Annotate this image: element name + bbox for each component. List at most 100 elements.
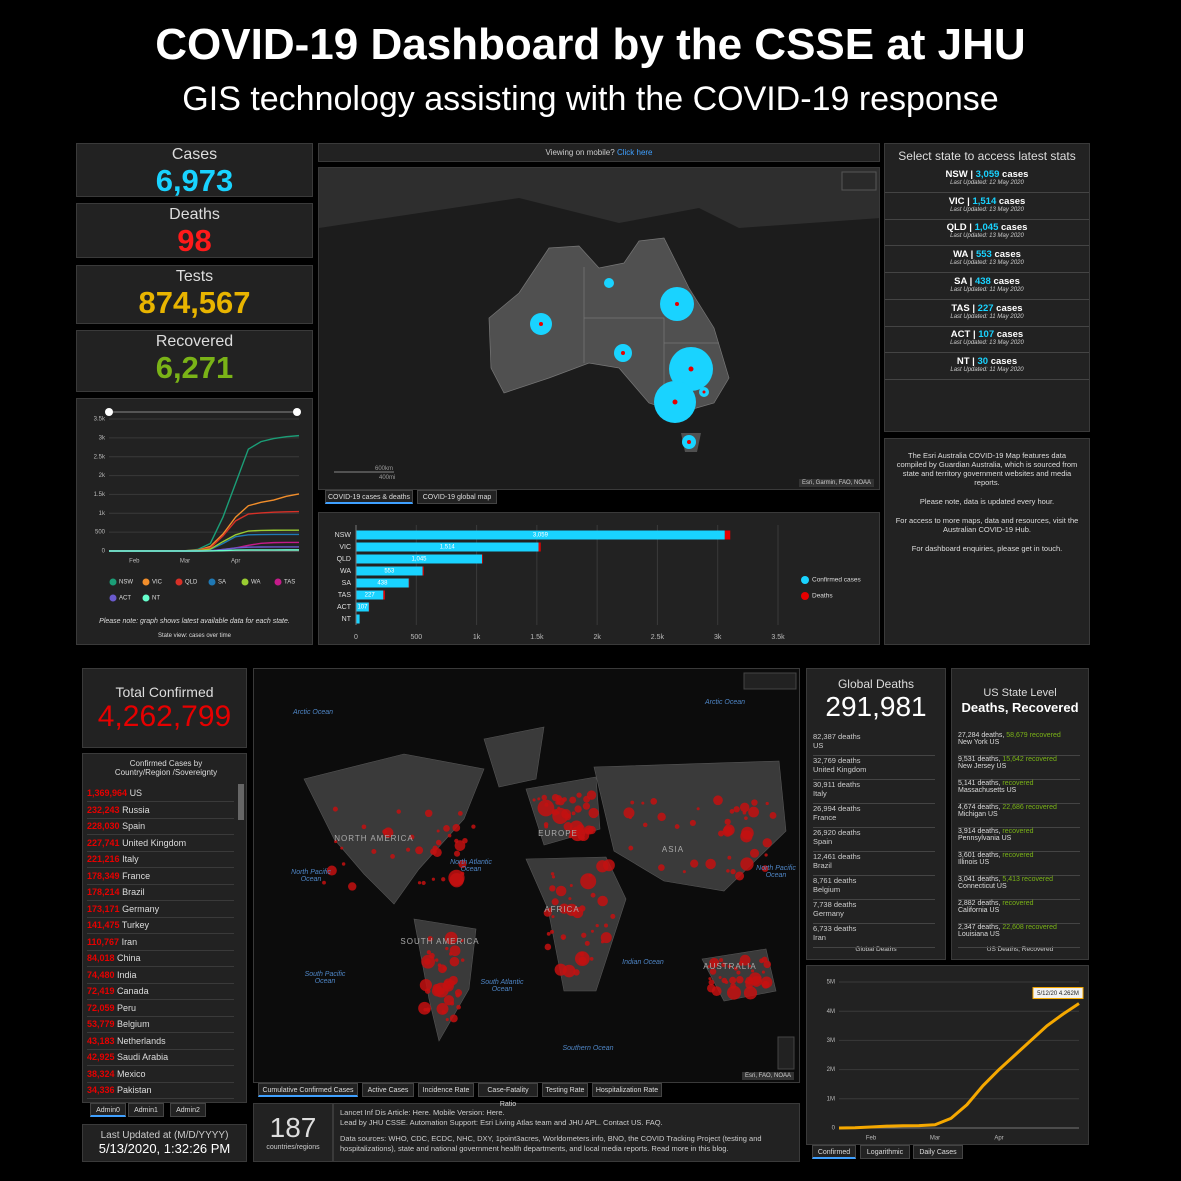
case-dot [689,819,696,826]
country-row[interactable]: 34,336 Pakistan [87,1082,234,1099]
legend-swatch [274,578,282,586]
country-name: Brazil [122,887,145,897]
case-dot [454,850,461,857]
country-row[interactable]: 227,741 United Kingdom [87,835,234,852]
country-row[interactable]: 84,018 China [87,950,234,967]
dot [675,302,679,306]
mobile-link[interactable]: Click here [616,148,653,157]
country-row[interactable]: 178,349 France [87,868,234,885]
map-tools[interactable] [743,672,797,690]
country-row[interactable]: 72,419 Canada [87,983,234,1000]
country-row[interactable]: 228,030 Spain [87,818,234,835]
slider-handle[interactable] [293,408,301,416]
us-row: 2,347 deaths, 22,608 recovered Louisiana … [958,924,1080,948]
admin-tab[interactable]: Admin2 [170,1103,206,1117]
country-row[interactable]: 42,925 Saudi Arabia [87,1049,234,1066]
country-row[interactable]: 74,480 India [87,967,234,984]
note-text: For access to more maps, data and resour… [895,516,1079,534]
map-tab[interactable]: Testing Rate [542,1083,588,1097]
deaths-nav[interactable]: Global Deaths [855,946,897,953]
y-tick-label: 2k [99,473,106,479]
bubble[interactable] [604,278,614,288]
state-row[interactable]: VIC | 1,514 cases Last Updated: 13 May 20… [885,193,1089,220]
state-row[interactable]: WA | 553 cases Last Updated: 13 May 2020 [885,246,1089,274]
country-name: Italy [122,854,139,864]
deaths-label: Global Deaths [837,677,915,691]
value-label: 107 [357,605,368,611]
country-name: US [129,788,143,798]
ocean-label: South Pacific Ocean [304,971,346,985]
stat-value: 98 [177,223,212,258]
case-dot [571,811,576,816]
country-row[interactable]: 31,221 Chile [87,1099,234,1103]
state-row[interactable]: ACT | 107 cases Last Updated: 13 May 2020 [885,326,1089,354]
line [108,510,300,552]
country-row[interactable]: 221,216 Italy [87,851,234,868]
y-tick-label: 2.5k [94,454,106,460]
case-dot [719,958,724,963]
legend-label: ACT [119,596,131,602]
state-row[interactable]: TAS | 227 cases Last Updated: 11 May 2020 [885,300,1089,327]
case-dot [457,811,463,816]
state-cases: 107 [978,329,995,341]
state-cases: 30 [977,355,989,367]
country-row[interactable]: 1,369,964 US [87,785,234,802]
country-row[interactable]: 232,243 Russia [87,802,234,819]
us-deaths: 3,601 deaths, [958,852,1001,859]
us-nav[interactable]: US Deaths, Recovered [986,946,1054,953]
case-dot [762,838,772,848]
us-line: 4,674 deaths, 22,686 recovered [958,804,1080,811]
chart-tab[interactable]: Logarithmic [860,1145,910,1159]
state-row[interactable]: QLD | 1,045 cases Last Updated: 13 May 20… [885,219,1089,247]
scrollbar[interactable] [238,784,244,820]
state-row[interactable]: NSW | 3,059 cases Last Updated: 12 May 20… [885,166,1089,193]
stat-value: 6,973 [155,163,234,197]
state-row[interactable]: NT | 30 cases Last Updated: 11 May 2020 [885,353,1089,380]
case-dot [721,962,726,968]
map-tab[interactable]: Incidence Rate [418,1083,474,1097]
us-deaths: 3,914 deaths, [958,828,1001,835]
map-tab[interactable]: COVID-19 cases & deaths [325,490,413,504]
map-tab[interactable]: Active Cases [362,1083,414,1097]
case-dot [713,795,723,806]
country-row[interactable]: 173,171 Germany [87,901,234,918]
admin-tab[interactable]: Admin1 [128,1103,164,1117]
us-place: Michigan US [958,811,998,818]
country-row[interactable]: 38,324 Mexico [87,1066,234,1083]
country-row[interactable]: 178,214 Brazil [87,884,234,901]
country-name: Netherlands [117,1035,166,1046]
country-row[interactable]: 72,059 Peru [87,1000,234,1017]
case-dot [390,854,395,859]
chart-nav[interactable]: State view: cases over time [157,633,232,639]
chart-tab[interactable]: Confirmed [812,1145,856,1159]
zoom[interactable] [777,1036,795,1070]
chart-tab[interactable]: Daily Cases [913,1145,963,1159]
death-value: 82,387 deaths [813,732,861,741]
map-tab[interactable]: COVID-19 global map [417,490,497,504]
country-row[interactable]: 110,767 Iran [87,934,234,951]
country-row[interactable]: 53,779 Belgium [87,1016,234,1033]
updated-panel: Last Updated at (M/D/YYYY) 5/13/2020, 1:… [82,1124,247,1162]
death-place: Brazil [813,861,832,870]
state-row[interactable]: SA | 438 cases Last Updated: 11 May 2020 [885,273,1089,300]
case-dot [610,913,616,919]
country-row[interactable]: 43,183 Netherlands [87,1033,234,1050]
us-place: New Jersey US [958,763,1007,770]
admin-tab[interactable]: Admin0 [90,1103,126,1117]
state-unit: cases [990,355,1018,367]
us-deaths: 2,882 deaths, [958,900,1001,907]
value-label: 553 [384,569,395,575]
map-tools[interactable] [841,171,877,191]
country-row[interactable]: 141,475 Turkey [87,917,234,934]
x-tick-label: 3k [714,634,722,641]
slider-handle[interactable] [105,408,113,416]
case-dot [448,869,465,887]
state-name: SA [954,275,967,287]
us-line: 3,041 deaths, 5,413 recovered [958,876,1080,883]
scale-km: 600km [375,466,394,472]
map-tab[interactable]: Hospitalization Rate [592,1083,662,1097]
map-tab[interactable]: Cumulative Confirmed Cases [258,1083,358,1097]
map-tab[interactable]: Case-Fatality Ratio [478,1083,538,1108]
state-cases: 1,514 [972,195,997,207]
case-dot [454,840,466,851]
